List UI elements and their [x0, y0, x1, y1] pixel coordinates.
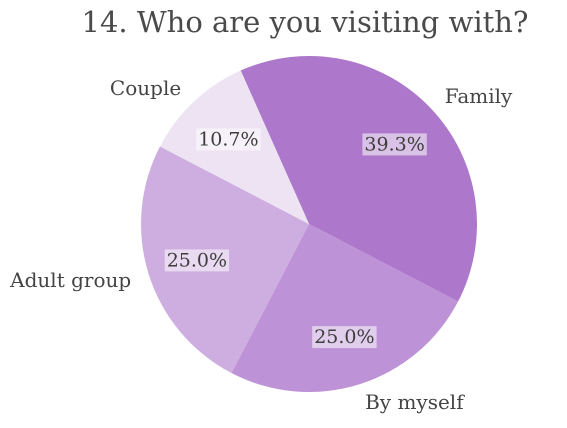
svg-text:10.7%: 10.7%: [198, 128, 258, 150]
pie-labels: Family 39.3% By myself 25.0% Adult group 25.0…: [9, 76, 513, 414]
value-label-couple: 10.7%: [196, 128, 261, 151]
category-label-adult-group: Adult group: [9, 268, 131, 292]
category-label-by-myself: By myself: [365, 390, 465, 414]
value-label-family: 39.3%: [362, 133, 427, 156]
category-label-family: Family: [445, 84, 513, 108]
pie-slice-family: [240, 55, 477, 302]
svg-text:39.3%: 39.3%: [364, 133, 424, 155]
svg-text:25.0%: 25.0%: [314, 326, 374, 348]
value-label-by-myself: 25.0%: [312, 326, 377, 349]
category-label-couple: Couple: [110, 76, 181, 100]
pie-slices: [141, 55, 477, 392]
value-label-adult-group: 25.0%: [164, 249, 230, 272]
pie-slice-by-myself: [231, 224, 459, 392]
svg-text:25.0%: 25.0%: [167, 249, 227, 271]
chart-title: 14. Who are you visiting with?: [82, 5, 529, 39]
